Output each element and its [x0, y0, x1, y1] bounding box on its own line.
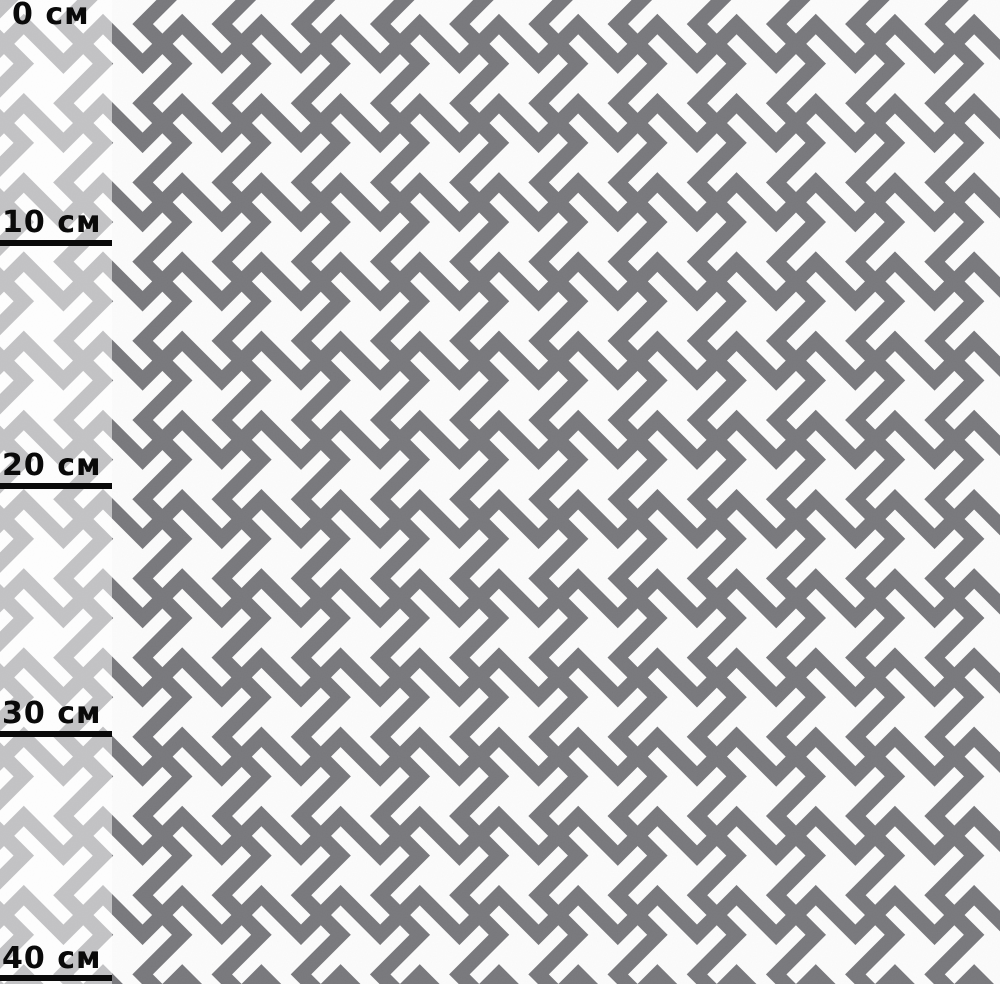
- ruler-strip-overlay: [0, 0, 112, 984]
